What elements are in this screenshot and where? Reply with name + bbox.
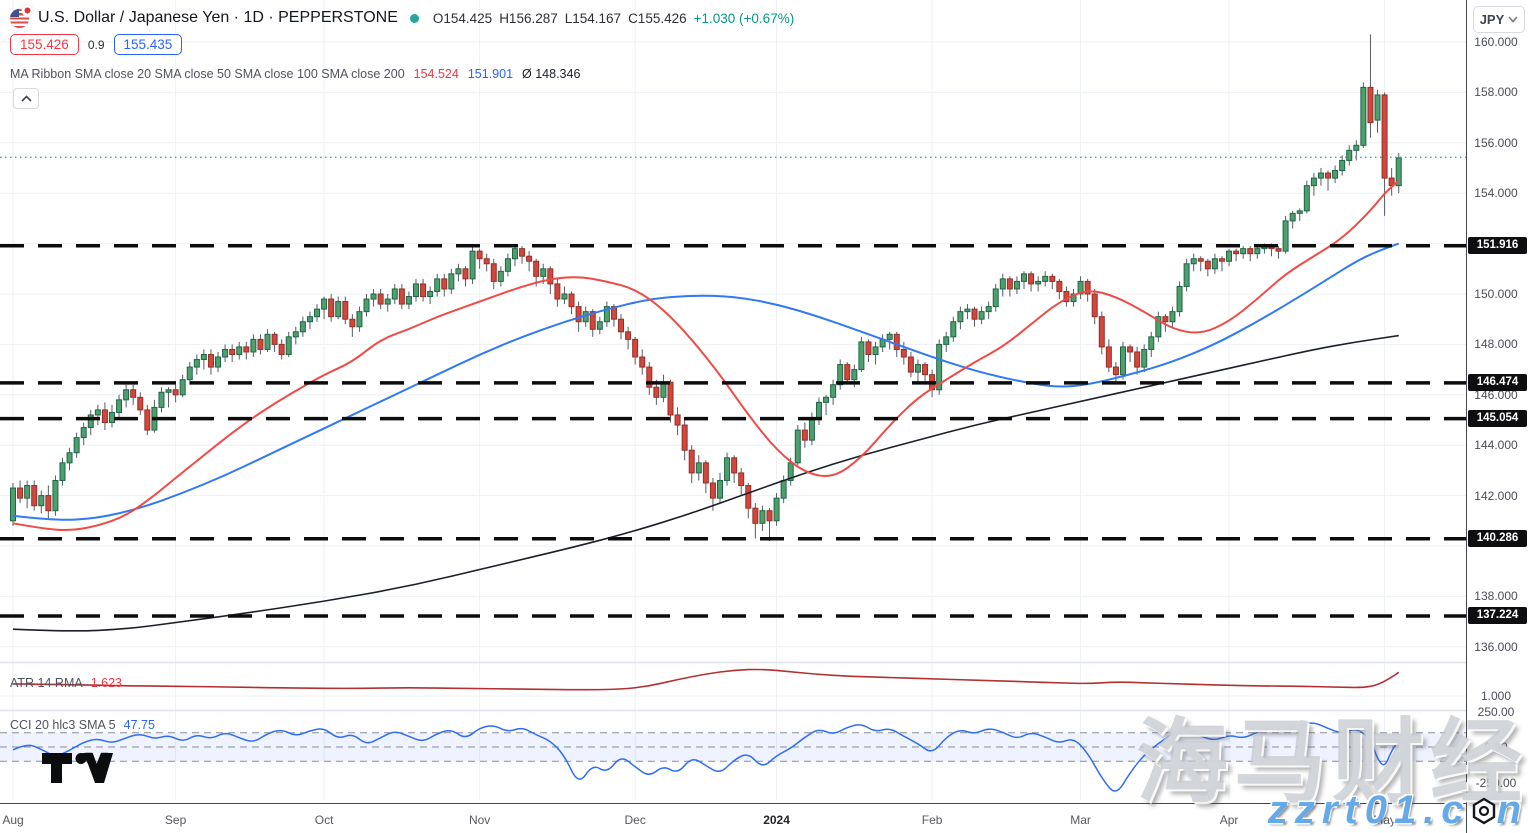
cci-axis-label: 250.00 [1477,704,1515,719]
watermark-chinese: 海马财经 [1135,712,1528,814]
cci-value: 47.75 [123,718,155,732]
market-open-icon[interactable] [409,13,419,23]
symbol-title[interactable]: U.S. Dollar / Japanese Yen · 1D · PEPPER… [38,9,398,26]
price-axis-label: 160.000 [1474,35,1518,49]
price-axis-label: 142.000 [1474,488,1518,503]
sma20-value: 154.524 [413,67,459,81]
price-axis-label: 144.000 [1474,438,1518,453]
price-axis-label: 150.000 [1474,287,1518,301]
watermark-site-prefix: zzrt01.c [1267,788,1471,832]
price-level-badge: 146.474 [1468,373,1527,391]
buy-button[interactable]: 155.435 [113,34,183,55]
currency-selector[interactable]: JPY [1473,6,1525,33]
close-value: C155.426 [628,10,687,26]
chevron-up-icon [20,95,32,102]
atr-legend[interactable]: ATR 14 RMA 1.623 [10,676,122,690]
low-value: L154.167 [564,10,622,26]
time-axis-label: 2024 [763,813,790,827]
price-axis-label: 136.000 [1474,639,1518,654]
sma-avg-value: Ø 148.346 [522,67,581,81]
tradingview-logo-icon[interactable] [40,750,132,786]
cci-label: CCI 20 hlc3 SMA 5 [10,718,116,732]
time-axis-label: Dec [624,813,646,827]
time-axis-label: Mar [1070,813,1091,827]
time-axis-label: Aug [2,813,24,827]
symbol-header: U.S. Dollar / Japanese Yen · 1D · PEPPER… [10,5,794,28]
watermark-site: zzrt01.c n [1268,788,1528,833]
price-axis-label: 148.000 [1474,337,1518,352]
currency-label: JPY [1479,12,1505,27]
cci-axis-label: 0.00 [1484,740,1508,754]
usdjpy-flag-icon [10,5,33,28]
time-axis-label: Apr [1219,813,1239,827]
sell-button[interactable]: 155.426 [10,34,79,55]
high-value: H156.287 [499,10,558,26]
time-axis-label: Nov [468,813,491,827]
price-axis-label: 158.000 [1474,85,1518,100]
time-axis-label: Sep [164,813,187,827]
price-level-badge: 137.224 [1468,606,1527,624]
hexagon-nut-icon [1472,797,1495,824]
price-level-badge: 151.916 [1468,236,1527,254]
bid-ask-row: 155.426 0.9 155.435 [10,34,183,55]
collapse-legend-button[interactable] [13,88,39,109]
price-axis-label: 138.000 [1474,589,1518,604]
price-axis-label: 146.000 [1474,387,1518,402]
ma-ribbon-label: MA Ribbon SMA close 20 SMA close 50 SMA … [10,67,405,81]
atr-value: 1.623 [90,676,122,690]
time-axis[interactable]: Aug Sep Oct Nov Dec 2024 Feb Mar Apr May [0,803,1466,833]
time-axis-label: May [1373,813,1396,827]
spread-value: 0.9 [87,37,105,52]
open-value: O154.425 [432,10,493,26]
chart-plot-area[interactable] [0,0,1466,803]
sma50-value: 151.901 [467,67,514,81]
cci-legend[interactable]: CCI 20 hlc3 SMA 5 47.75 [10,718,155,732]
time-axis-label: Oct [314,813,334,827]
price-axis-label: 154.000 [1474,186,1518,201]
price-axis-label: 156.000 [1474,135,1518,150]
change-value: +1.030 (+0.67%) [693,10,795,26]
ohlc-values: O154.425 H156.287 L154.167 C155.426 +1.0… [433,11,794,26]
cci-axis-label: -250.00 [1475,775,1517,790]
chevron-down-icon [1508,16,1518,23]
price-level-badge: 140.286 [1468,529,1527,547]
atr-label: ATR 14 RMA [10,676,83,690]
atr-axis-label: 1.000 [1480,689,1512,703]
ma-ribbon-legend[interactable]: MA Ribbon SMA close 20 SMA close 50 SMA … [10,67,580,81]
price-axis[interactable]: JPY 160.000 158.000 156.000 154.000 150.000 1… [1466,0,1528,833]
watermark-site-suffix: n [1496,788,1528,832]
price-level-badge: 145.054 [1468,409,1527,427]
time-axis-label: Feb [921,813,943,827]
